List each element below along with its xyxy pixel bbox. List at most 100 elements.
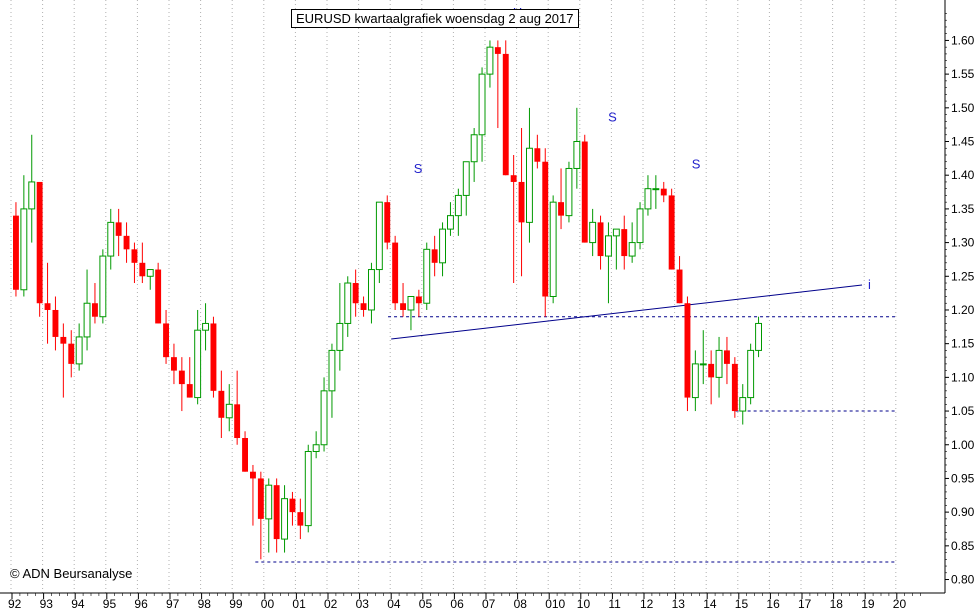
x-tick-label: 98 <box>198 597 212 610</box>
candle-body-down <box>510 175 517 182</box>
candle-body-up <box>755 322 762 351</box>
x-tick-label: 95 <box>103 597 117 610</box>
candle-body-up <box>423 248 431 304</box>
x-tick-label: 10 <box>577 597 591 610</box>
candle-body-down <box>494 47 501 54</box>
y-tick-label: 1.05 <box>951 404 975 418</box>
candle-body-up <box>368 269 375 311</box>
x-tick-label: 16 <box>766 597 780 610</box>
x-tick-label: 08 <box>514 597 528 610</box>
candle-body-down <box>123 235 130 250</box>
candle-body-down <box>384 202 391 243</box>
x-tick-label: 01 <box>292 597 306 610</box>
candle-body-up <box>328 349 336 392</box>
y-tick-label: 0.85 <box>951 539 975 553</box>
pattern-label: S <box>414 161 423 176</box>
y-tick-label: 1.00 <box>951 438 975 452</box>
candle-body-up <box>628 242 636 257</box>
x-tick-label: 97 <box>166 597 180 610</box>
candle-body-up <box>739 397 747 412</box>
x-tick-label: 03 <box>356 597 370 610</box>
candle-body-up <box>320 390 328 446</box>
candle-body-down <box>684 303 691 398</box>
y-tick-label: 1.25 <box>951 269 975 283</box>
candle-body-down <box>542 161 549 297</box>
candle-body-down <box>289 498 296 513</box>
candle-body-up <box>225 403 233 419</box>
x-tick-label: 010 <box>545 597 565 610</box>
candle-body-up <box>439 228 447 264</box>
candle-body-up <box>83 302 91 338</box>
candle-body-down <box>352 283 359 304</box>
candle-body-down <box>415 296 422 304</box>
candles <box>13 40 762 560</box>
candle-body-down <box>534 148 541 162</box>
candle-body-up <box>526 147 533 223</box>
candle-body-up <box>75 336 83 365</box>
reference-lines <box>255 284 897 563</box>
x-tick-label: 20 <box>893 597 907 610</box>
candle-body-down <box>250 471 256 479</box>
candle-body-down <box>52 309 59 337</box>
candle-body-down <box>724 350 730 364</box>
y-tick-label: 1.55 <box>951 67 975 81</box>
candle-body-down <box>708 363 715 378</box>
candle-body-down <box>44 303 51 310</box>
copyright-label: © ADN Beursanalyse <box>10 566 133 581</box>
x-tick-label: 13 <box>672 597 686 610</box>
candle-body-up <box>605 235 612 257</box>
candle-body-up <box>478 73 486 136</box>
candle-body-up <box>454 194 462 217</box>
candle-body-down <box>431 249 438 263</box>
x-tick-label: 93 <box>40 597 54 610</box>
y-tick-label: 1.20 <box>951 303 975 317</box>
chart-title: EURUSD kwartaalgrafiek woensdag 2 aug 20… <box>291 9 579 28</box>
candle-body-down <box>257 478 264 519</box>
candle-body-up <box>407 296 415 311</box>
candle-body-down <box>218 390 225 418</box>
x-tick-label: 00 <box>261 597 275 610</box>
candle-body-up <box>691 363 699 399</box>
y-tick-label: 0.95 <box>951 471 975 485</box>
x-tick-label: 15 <box>735 597 749 610</box>
candle-body-up <box>312 444 320 452</box>
candle-body-down <box>178 370 185 385</box>
x-tick-label: 94 <box>71 597 85 610</box>
candle-body-down <box>558 202 564 216</box>
candle-body-up <box>652 188 660 191</box>
x-tick-label: 05 <box>419 597 433 610</box>
candle-body-up <box>612 228 620 237</box>
y-tick-label: 1.35 <box>951 202 975 216</box>
candle-body-down <box>186 384 193 398</box>
candle-body-down <box>131 249 138 263</box>
candle-body-down <box>234 404 241 439</box>
y-tick-label: 1.15 <box>951 337 975 351</box>
candle-body-down <box>731 363 738 412</box>
candle-body-up <box>20 208 28 291</box>
candle-body-up <box>202 322 210 331</box>
trendline-label: i <box>868 277 871 292</box>
x-tick-label: 18 <box>830 597 844 610</box>
x-tick-label: 14 <box>703 597 717 610</box>
x-tick-label: 12 <box>640 597 654 610</box>
y-tick-label: 1.45 <box>951 135 975 149</box>
candle-body-down <box>92 303 98 317</box>
candle-body-up <box>486 46 494 75</box>
y-tick-label: 0.90 <box>951 505 975 519</box>
x-tick-label: 04 <box>387 597 401 610</box>
candle-body-down <box>242 438 248 472</box>
x-tick-label: 07 <box>482 597 496 610</box>
pattern-label: S <box>692 156 701 171</box>
x-tick-label: 96 <box>134 597 148 610</box>
candle-body-down <box>581 141 588 243</box>
y-tick-label: 1.40 <box>951 168 975 182</box>
candle-body-up <box>194 329 202 399</box>
x-tick-label: 99 <box>229 597 243 610</box>
candle-body-up <box>636 208 644 244</box>
candle-body-down <box>297 512 304 526</box>
candle-body-up <box>281 498 289 540</box>
candle-body-down <box>660 188 667 196</box>
candle-body-down <box>171 357 177 371</box>
